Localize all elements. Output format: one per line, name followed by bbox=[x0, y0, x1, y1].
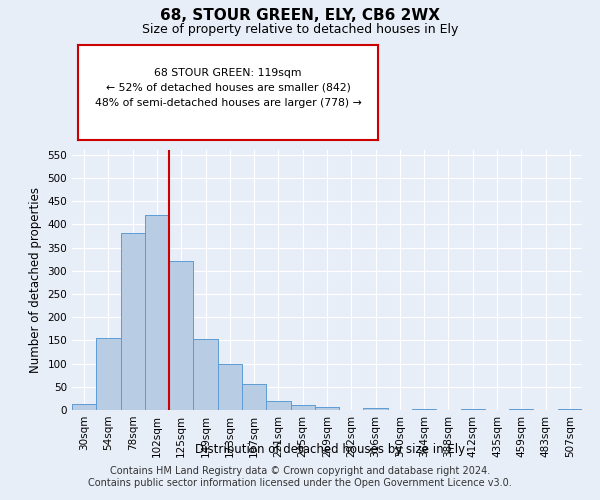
Bar bbox=[290, 406, 315, 410]
Text: Distribution of detached houses by size in Ely: Distribution of detached houses by size … bbox=[195, 442, 465, 456]
Text: 68 STOUR GREEN: 119sqm
← 52% of detached houses are smaller (842)
48% of semi-de: 68 STOUR GREEN: 119sqm ← 52% of detached… bbox=[95, 68, 361, 108]
Text: Contains HM Land Registry data © Crown copyright and database right 2024.
Contai: Contains HM Land Registry data © Crown c… bbox=[88, 466, 512, 487]
Bar bbox=[169, 260, 193, 410]
Bar bbox=[558, 408, 582, 410]
Y-axis label: Number of detached properties: Number of detached properties bbox=[29, 187, 42, 373]
Bar bbox=[364, 408, 388, 410]
Bar bbox=[72, 404, 96, 410]
Bar bbox=[242, 384, 266, 410]
Text: Size of property relative to detached houses in Ely: Size of property relative to detached ho… bbox=[142, 22, 458, 36]
Bar bbox=[412, 408, 436, 410]
Text: 68, STOUR GREEN, ELY, CB6 2WX: 68, STOUR GREEN, ELY, CB6 2WX bbox=[160, 8, 440, 22]
Bar bbox=[218, 364, 242, 410]
Bar bbox=[266, 400, 290, 410]
Bar bbox=[315, 407, 339, 410]
Bar bbox=[509, 409, 533, 410]
Bar bbox=[193, 340, 218, 410]
Bar bbox=[461, 409, 485, 410]
Bar bbox=[145, 215, 169, 410]
Bar bbox=[121, 232, 145, 410]
Bar bbox=[96, 338, 121, 410]
